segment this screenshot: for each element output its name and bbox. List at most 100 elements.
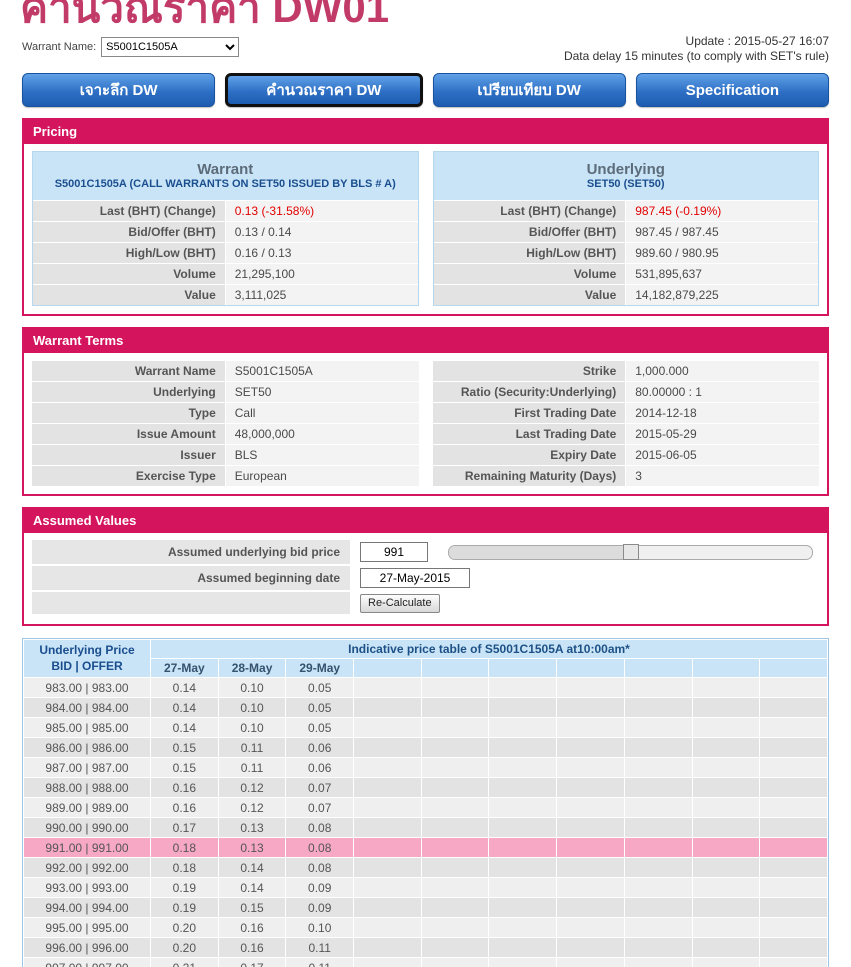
- warrant-terms-section: Warrant Terms Warrant Name S5001C1505A U…: [22, 327, 829, 497]
- underlying-price-cell: 983.00 | 983.00: [24, 678, 150, 698]
- pricing-row-label: Value: [33, 285, 225, 306]
- date-column-header: 27-May: [151, 659, 218, 678]
- date-column-header: [489, 659, 557, 678]
- pricing-warrant-value: 21,295,100: [225, 264, 418, 285]
- underlying-price-cell: 993.00 | 993.00: [24, 878, 150, 898]
- dw-price-cell: [624, 838, 692, 858]
- dw-price-cell: [692, 698, 760, 718]
- terms-row-label: Issuer: [32, 445, 225, 466]
- pricing-section-header: Pricing: [24, 120, 827, 145]
- dw-price-cell: [421, 738, 489, 758]
- dw-price-cell: 0.11: [218, 738, 286, 758]
- nav-button[interactable]: Specification: [635, 73, 829, 108]
- recalculate-button[interactable]: Re-Calculate: [360, 593, 440, 613]
- dw-price-cell: [354, 838, 421, 858]
- dw-price-cell: 0.14: [218, 878, 286, 898]
- dw-price-cell: [692, 958, 760, 967]
- dw-price-cell: [489, 838, 557, 858]
- dw-price-cell: 0.12: [218, 778, 286, 798]
- dw-price-cell: [624, 778, 692, 798]
- nav-button[interactable]: เปรียบเทียบ DW: [432, 73, 626, 108]
- dw-price-cell: 0.14: [151, 718, 218, 738]
- dw-price-cell: [421, 818, 489, 838]
- nav-button[interactable]: คำนวณราคา DW: [225, 73, 423, 108]
- dw-price-cell: [624, 918, 692, 938]
- price-table-row: 991.00 | 991.00 0.18 0.13 0.08: [24, 838, 827, 858]
- dw-price-cell: 0.16: [151, 778, 218, 798]
- dw-price-cell: [557, 918, 624, 938]
- dw-price-cell: [692, 738, 760, 758]
- underlying-price-cell: 995.00 | 995.00: [24, 918, 150, 938]
- warrant-picker-label: Warrant Name:: [22, 41, 97, 54]
- bid-price-slider-track[interactable]: [448, 543, 813, 560]
- pricing-row-label: Bid/Offer (BHT): [33, 222, 225, 243]
- indicative-price-table-section: Underlying Price BID | OFFER Indicative …: [22, 638, 829, 967]
- dw-price-cell: 0.20: [151, 918, 218, 938]
- assumed-values-section: Assumed Values Assumed underlying bid pr…: [22, 507, 829, 627]
- dw-price-cell: [557, 838, 624, 858]
- dw-price-cell: [557, 778, 624, 798]
- terms-row: Expiry Date 2015-06-05: [432, 445, 819, 466]
- update-info: Update : 2015-05-27 16:07 Data delay 15 …: [564, 34, 829, 64]
- pricing-row-label: Volume: [433, 264, 626, 285]
- dw-price-cell: 0.20: [151, 938, 218, 958]
- dw-price-cell: 0.06: [286, 738, 354, 758]
- dw-price-cell: 0.15: [151, 758, 218, 778]
- dw-price-cell: [760, 758, 827, 778]
- warrant-select[interactable]: S5001C1505A: [101, 37, 240, 58]
- dw-price-cell: [489, 858, 557, 878]
- terms-row-value: 80.00000 : 1: [626, 382, 819, 403]
- assumed-bid-price-input[interactable]: [360, 542, 428, 563]
- dw-price-cell: [760, 958, 827, 967]
- dw-price-cell: [760, 698, 827, 718]
- dw-price-cell: [692, 878, 760, 898]
- dw-price-cell: 0.18: [151, 838, 218, 858]
- underlying-pricing-column: Underlying SET50 (SET50) Last (BHT) (Cha…: [432, 151, 819, 307]
- pricing-underlying-value: 987.45 / 987.45: [626, 222, 818, 243]
- dw-price-cell: [489, 958, 557, 967]
- assumed-date-input[interactable]: [360, 568, 470, 589]
- nav-button[interactable]: เจาะลึก DW: [22, 73, 216, 108]
- dw-price-cell: [557, 738, 624, 758]
- dw-price-cell: [354, 758, 421, 778]
- date-column-header: [692, 659, 760, 678]
- terms-row-value: 3: [626, 466, 819, 487]
- nav-tabs: เจาะลึก DW คำนวณราคา DW เปรียบเทียบ DW S…: [22, 73, 829, 108]
- pricing-row: Value 14,182,879,225: [433, 285, 818, 306]
- dw-price-cell: [624, 958, 692, 967]
- date-header-row: 27-May 28-May 29-May: [24, 659, 827, 678]
- dw-price-cell: 0.07: [286, 798, 354, 818]
- dw-price-cell: [557, 898, 624, 918]
- dw-price-cell: [760, 798, 827, 818]
- dw-price-cell: 0.18: [151, 858, 218, 878]
- underlying-column-title: Underlying: [586, 160, 665, 178]
- underlying-column-detail: SET50 (SET50): [586, 177, 665, 190]
- pricing-warrant-value: 0.13 / 0.14: [225, 222, 418, 243]
- pricing-section: Pricing Warrant S5001C1505A (CALL WARRAN…: [22, 118, 829, 317]
- dw-price-cell: [421, 898, 489, 918]
- dw-price-cell: 0.19: [151, 898, 218, 918]
- date-column-header: [624, 659, 692, 678]
- dw-price-cell: 0.08: [286, 838, 354, 858]
- dw-price-cell: 0.11: [286, 938, 354, 958]
- underlying-price-corner-header: Underlying Price BID | OFFER: [24, 640, 150, 678]
- dw-price-cell: [489, 698, 557, 718]
- pricing-underlying-value: 989.60 / 980.95: [626, 243, 818, 264]
- dw-price-cell: 0.15: [151, 738, 218, 758]
- dw-price-cell: [354, 678, 421, 698]
- bid-price-slider-thumb[interactable]: [622, 543, 639, 560]
- dw-price-cell: [624, 858, 692, 878]
- dw-price-cell: [624, 818, 692, 838]
- dw-price-cell: [421, 858, 489, 878]
- dw-price-cell: [354, 778, 421, 798]
- dw-price-cell: [421, 878, 489, 898]
- terms-row: Remaining Maturity (Days) 3: [432, 466, 819, 487]
- underlying-price-cell: 985.00 | 985.00: [24, 718, 150, 738]
- date-column-header: [760, 659, 827, 678]
- dw-price-cell: [354, 958, 421, 967]
- pricing-row: High/Low (BHT) 0.16 / 0.13: [33, 243, 418, 264]
- price-table-row: 984.00 | 984.00 0.14 0.10 0.05: [24, 698, 827, 718]
- terms-row: Issuer BLS: [32, 445, 419, 466]
- terms-row-label: First Trading Date: [432, 403, 626, 424]
- dw-price-cell: 0.16: [218, 918, 286, 938]
